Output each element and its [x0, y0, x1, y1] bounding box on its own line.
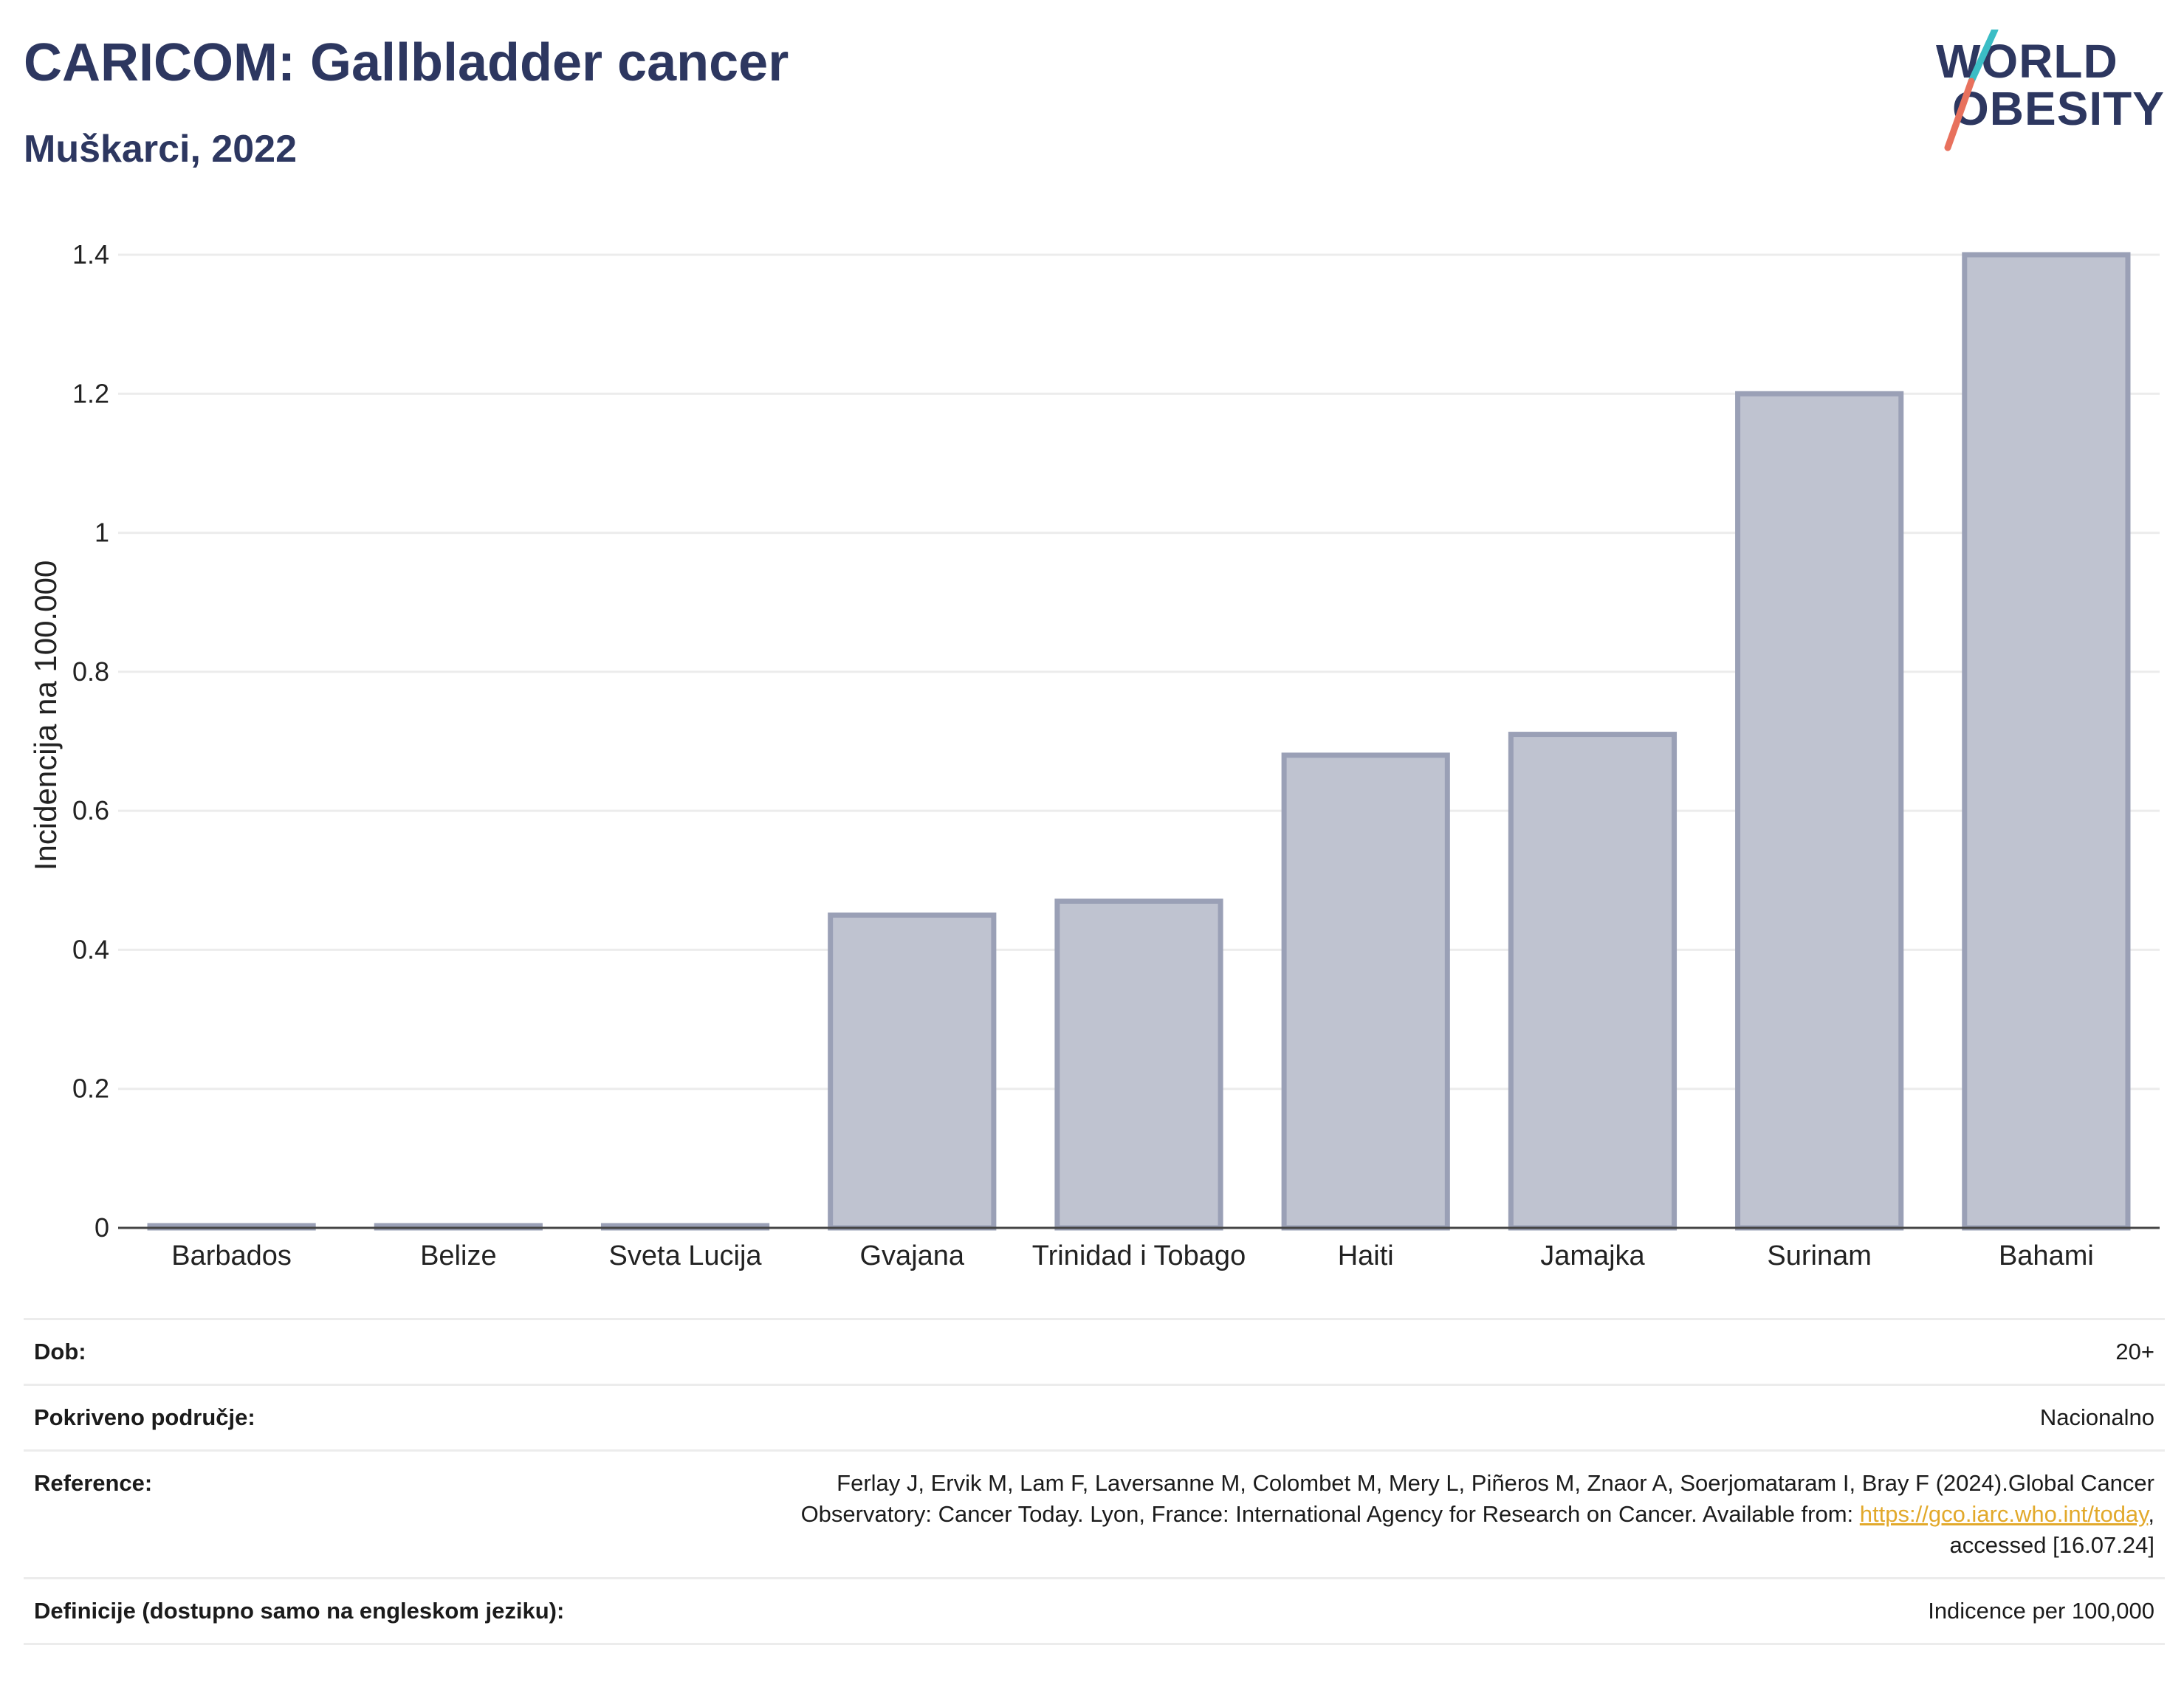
x-tick-label: Bahami	[1999, 1240, 2094, 1271]
reference-value: Ferlay J, Ervik M, Lam F, Laversanne M, …	[801, 1468, 2154, 1561]
reference-comma: ,	[2148, 1501, 2154, 1527]
world-obesity-logo: WORLD OBESITY	[1927, 30, 2165, 155]
x-tick-label: Sveta Lucija	[609, 1240, 763, 1271]
logo-text-obesity: OBESITY	[1952, 82, 2165, 135]
reference-text-line3: accessed [16.07.24]	[1949, 1532, 2154, 1558]
bar	[1508, 732, 1678, 1231]
y-tick-label: 0.8	[72, 656, 109, 687]
x-tick-label: Surinam	[1767, 1240, 1872, 1271]
logo-text-world: WORLD	[1936, 35, 2118, 88]
info-row-reference: Reference: Ferlay J, Ervik M, Lam F, Lav…	[24, 1449, 2165, 1577]
reference-link[interactable]: https://gco.iarc.who.int/today	[1859, 1501, 2149, 1527]
bar	[1962, 252, 2131, 1231]
y-tick-label: 1	[95, 518, 109, 548]
x-tick-label: Gvajana	[860, 1240, 965, 1271]
reference-text-line1: Ferlay J, Ervik M, Lam F, Laversanne M, …	[837, 1470, 2154, 1496]
reference-text-line2: Observatory: Cancer Today. Lyon, France:…	[800, 1501, 1860, 1527]
logo-slash-icon	[1944, 30, 1999, 151]
age-label: Dob:	[34, 1339, 86, 1364]
x-tick-label: Barbados	[171, 1240, 292, 1271]
x-tick-label: Belize	[420, 1240, 497, 1271]
bar	[828, 912, 997, 1231]
x-tick-label: Trinidad i Tobago	[1032, 1240, 1246, 1271]
info-row-definitions: Definicije (dostupno samo na engleskom j…	[24, 1577, 2165, 1645]
y-tick-label: 1.2	[72, 378, 109, 408]
age-value: 20+	[2115, 1339, 2154, 1364]
info-table: Dob: 20+ Pokriveno područje: Nacionalno …	[24, 1318, 2165, 1645]
info-row-age: Dob: 20+	[24, 1318, 2165, 1384]
x-tick-label: Jamajka	[1540, 1240, 1645, 1271]
y-axis-title: Incidencija na 100.000	[28, 560, 63, 871]
info-row-coverage: Pokriveno područje: Nacionalno	[24, 1384, 2165, 1449]
bar	[1281, 752, 1450, 1231]
bar-chart: 0 0.2 0.4 0.6 0.8 1 1.2 1.4 Incidencija na 100.0…	[28, 239, 2160, 1271]
y-tick-label: 0.4	[72, 934, 109, 964]
y-tick-label: 0.6	[72, 795, 109, 825]
y-tick-label: 0	[95, 1212, 109, 1243]
y-tick-label: 0.2	[72, 1074, 109, 1104]
reference-label: Reference:	[34, 1470, 153, 1496]
bar	[1054, 899, 1223, 1231]
bar	[1735, 391, 1904, 1231]
chart-subtitle: Muškarci, 2022	[24, 128, 298, 171]
definitions-value: Indicence per 100,000	[1928, 1598, 2154, 1624]
coverage-value: Nacionalno	[2039, 1404, 2154, 1430]
chart-title: CARICOM: Gallbladder cancer	[24, 33, 789, 92]
coverage-label: Pokriveno područje:	[34, 1404, 255, 1430]
definitions-label: Definicije (dostupno samo na engleskom j…	[34, 1598, 565, 1624]
y-tick-label: 1.4	[72, 239, 109, 269]
x-tick-label: Haiti	[1338, 1240, 1394, 1271]
